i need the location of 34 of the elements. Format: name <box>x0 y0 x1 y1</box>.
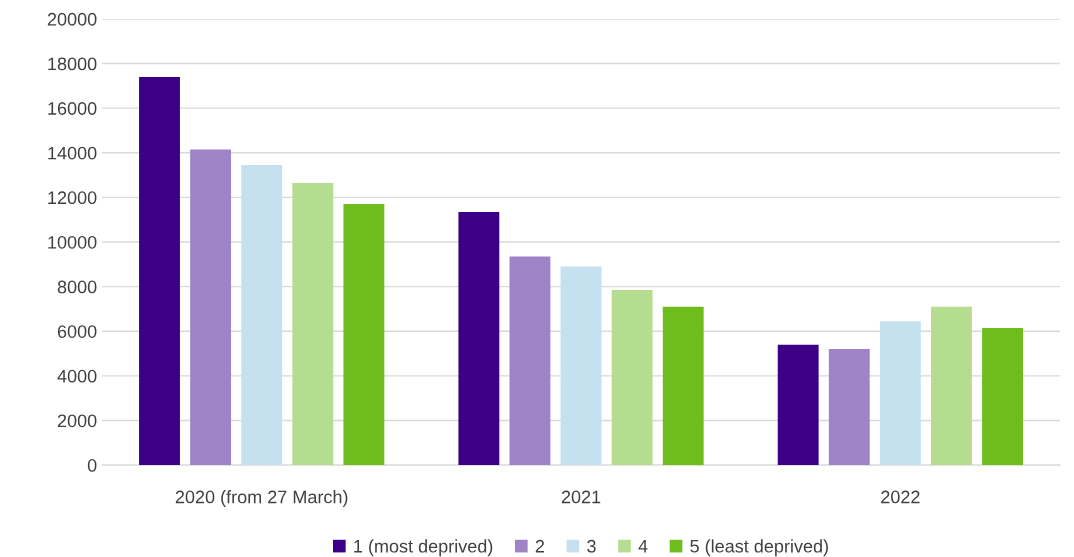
y-tick-label: 0 <box>87 459 97 472</box>
bar <box>982 327 1023 466</box>
y-tick-label: 10000 <box>48 235 97 249</box>
y-tick-label: 12000 <box>48 191 97 205</box>
y-tick-label: 6000 <box>57 325 97 338</box>
y-tick-label: 8000 <box>57 280 97 294</box>
y-tick-label: 20000 <box>47 12 97 26</box>
legend-label: 3 <box>587 539 596 553</box>
bar <box>931 306 972 466</box>
bar <box>139 76 180 466</box>
legend-label: 4 <box>638 540 648 553</box>
x-tick-label: 2021 <box>561 490 601 504</box>
bar <box>190 149 232 466</box>
y-tick-label: 18000 <box>48 57 97 71</box>
x-tick-label: 2020 (from 27 March) <box>175 490 348 507</box>
bar <box>777 344 819 466</box>
bar <box>662 306 704 466</box>
bar <box>509 256 551 466</box>
y-tick-label: 2000 <box>57 414 97 428</box>
bar <box>292 182 334 466</box>
bar <box>560 266 602 466</box>
y-tick-label: 4000 <box>57 369 97 383</box>
legend-label: 1 (most deprived) <box>354 539 493 557</box>
bar <box>241 165 283 466</box>
bar <box>879 321 921 466</box>
y-tick-label: 14000 <box>48 146 97 160</box>
bar <box>458 211 500 466</box>
legend-label: 5 (least deprived) <box>690 539 828 557</box>
bar <box>611 289 653 466</box>
x-tick-label: 2022 <box>881 490 920 504</box>
bar <box>343 204 385 466</box>
bar <box>828 349 870 466</box>
legend-label: 2 <box>535 539 544 553</box>
y-tick-label: 16000 <box>48 102 97 115</box>
